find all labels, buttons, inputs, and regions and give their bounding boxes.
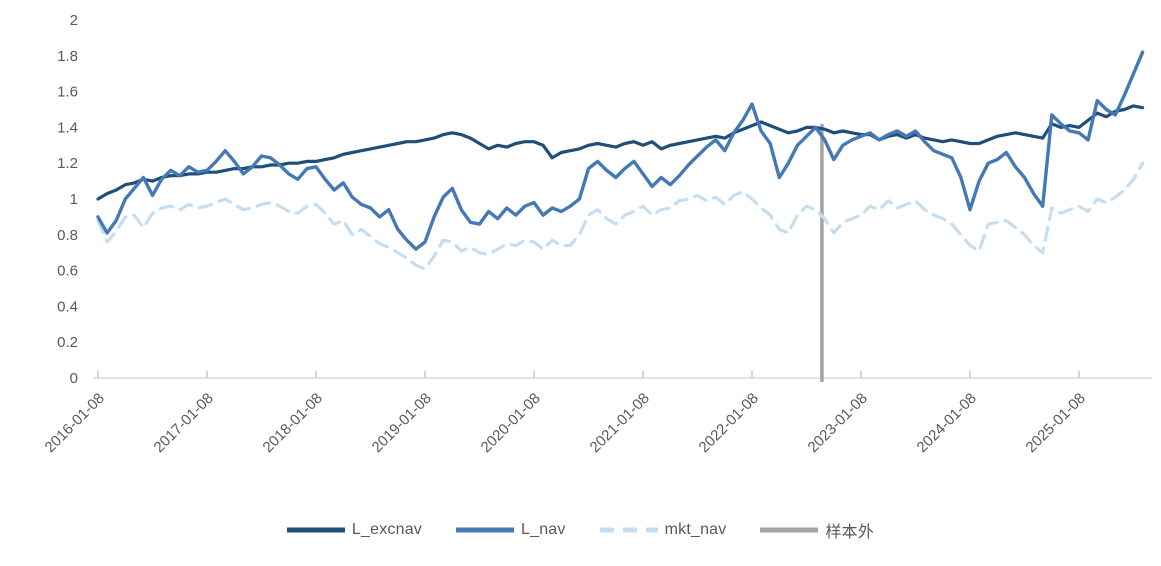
- y-axis-tick-label: 1: [70, 191, 78, 208]
- legend-label-l-excnav: L_excnav: [351, 521, 422, 538]
- y-axis-tick-label: 0.4: [57, 298, 78, 315]
- x-axis-tick-label: 2022-01-08: [696, 390, 762, 456]
- legend-label-sample-out: 样本外: [825, 524, 875, 541]
- series-line-mkt_nav: [96, 161, 1145, 271]
- series-line-l_excnav: [96, 104, 1145, 201]
- legend-item-l-nav: L_nav: [456, 521, 566, 539]
- chart-legend: L_excnav L_nav mkt_nav 样本外: [0, 518, 1161, 542]
- legend-item-l-excnav: L_excnav: [286, 521, 422, 539]
- y-axis-tick-label: 2: [70, 12, 78, 29]
- y-axis-tick-label: 0: [70, 370, 78, 387]
- y-axis-tick-label: 1.6: [57, 84, 78, 101]
- x-axis-tick-label: 2020-01-08: [478, 390, 544, 456]
- legend-line-sample-l-nav: [456, 527, 514, 533]
- x-axis-tick-label: 2019-01-08: [369, 390, 435, 456]
- x-axis-tick-label: 2023-01-08: [805, 390, 871, 456]
- legend-line-sample-l-excnav: [286, 527, 345, 533]
- y-axis-tick-label: 0.2: [57, 334, 78, 351]
- legend-label-mkt-nav: mkt_nav: [664, 521, 727, 538]
- legend-item-mkt-nav: mkt_nav: [599, 521, 727, 539]
- legend-line-sample-mkt-nav: [599, 527, 658, 533]
- x-axis-tick-label: 2024-01-08: [914, 390, 980, 456]
- y-axis-tick-label: 0.8: [57, 227, 78, 244]
- legend-item-sample-out: 样本外: [760, 518, 874, 542]
- x-axis-tick-label: 2018-01-08: [260, 390, 326, 456]
- y-axis-tick-label: 0.6: [57, 263, 78, 280]
- x-axis-tick-label: 2025-01-08: [1023, 390, 1089, 456]
- y-axis-tick-label: 1.4: [57, 119, 78, 136]
- x-axis-tick-label: 2021-01-08: [587, 390, 653, 456]
- y-axis-tick-label: 1.2: [57, 155, 78, 172]
- legend-label-l-nav: L_nav: [521, 521, 566, 538]
- y-axis-tick-label: 1.8: [57, 48, 78, 65]
- x-axis-tick-label: 2016-01-08: [42, 390, 108, 456]
- series-line-l_nav: [96, 50, 1145, 251]
- x-axis-tick-label: 2017-01-08: [151, 390, 217, 456]
- legend-line-sample-sample-out: [760, 527, 819, 533]
